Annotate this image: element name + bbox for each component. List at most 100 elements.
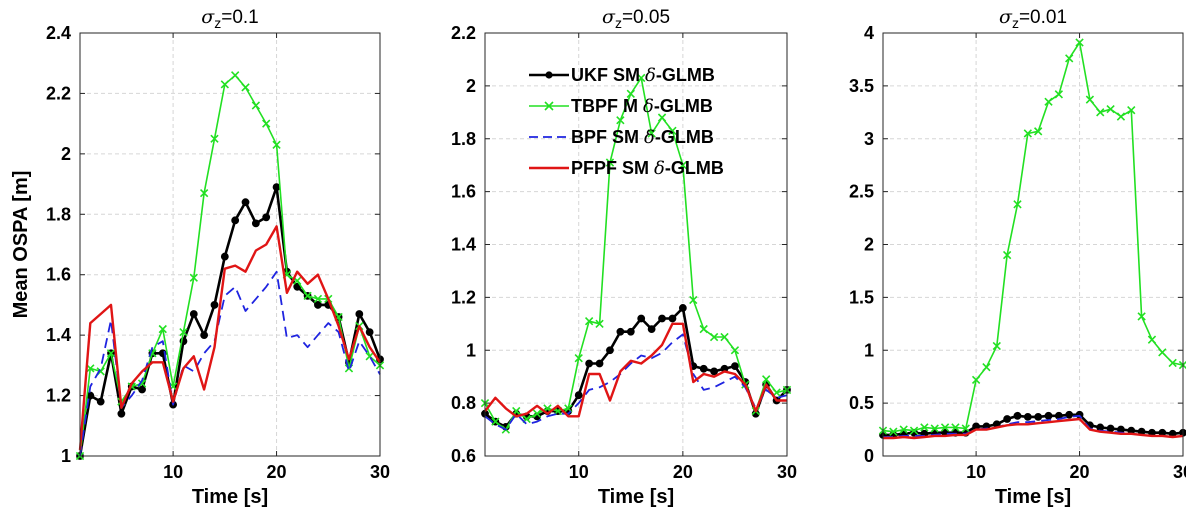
data-point-tbpf <box>647 129 656 138</box>
data-point-tbpf <box>720 332 729 342</box>
series-line-ukf <box>484 306 788 429</box>
y-tick-label: 1.5 <box>849 287 874 307</box>
data-point-ukf <box>262 213 271 222</box>
data-point-tbpf <box>637 73 646 83</box>
y-tick-label: 2.4 <box>46 23 71 43</box>
series-pfpf <box>484 322 787 418</box>
data-point-tbpf <box>241 83 250 92</box>
series-line-pfpf <box>883 417 1184 440</box>
x-tick-label: 20 <box>1070 462 1090 482</box>
y-axis-label: Mean OSPA [m] <box>10 171 32 319</box>
data-point-tbpf <box>1137 312 1146 321</box>
chart-panel-1: 10 20 30 1 1.2 1.4 1.6 1.8 2 2.2 2.4 σz=0.1 Time [s]… <box>10 6 390 508</box>
data-point-ukf <box>231 216 240 225</box>
data-point-ukf <box>1003 415 1012 423</box>
x-tick-label: 20 <box>673 462 693 482</box>
data-point-ukf <box>314 301 322 309</box>
data-point-tbpf <box>1127 106 1136 115</box>
data-point-tbpf <box>574 354 583 363</box>
data-point-ukf <box>1034 412 1043 421</box>
data-point-tbpf <box>313 294 323 304</box>
series-line-bpf <box>79 270 381 457</box>
data-point-ukf <box>616 327 625 336</box>
legend-item-tbpf: TBPF M δ-GLMB <box>529 96 713 117</box>
x-axis-label: Time [s] <box>192 486 268 508</box>
x-tick-label: 10 <box>966 462 986 482</box>
data-point-tbpf <box>106 349 116 358</box>
data-point-tbpf <box>1106 104 1115 114</box>
legend-marker-ukf <box>545 71 553 79</box>
series-line-ukf <box>78 185 382 457</box>
data-point-tbpf <box>1013 200 1022 209</box>
chart-panel-2: 10 20 30 0.6 0.8 1 1.2 1.4 1.6 1.8 2 2.2 σz=0.05 Time… <box>451 6 797 508</box>
data-point-tbpf <box>262 119 271 128</box>
data-point-tbpf <box>491 417 500 426</box>
series-bpf <box>79 270 381 457</box>
chart-title: σz=0.01 <box>999 6 1067 31</box>
data-point-tbpf <box>272 140 281 149</box>
data-point-ukf <box>251 219 260 228</box>
data-point-tbpf <box>699 324 708 334</box>
y-tick-label: 1.8 <box>46 204 71 224</box>
x-tick-label: 30 <box>1173 462 1186 482</box>
data-point-tbpf <box>1065 54 1074 63</box>
series-line-pfpf <box>78 225 381 451</box>
legend-label-bpf: BPF SM δ-GLMB <box>571 127 714 148</box>
legend: UKF SM δ-GLMB TBPF M δ-GLMB BPF SM δ-GLMB P… <box>529 65 724 179</box>
data-point-tbpf <box>668 126 677 135</box>
y-tick-label: 1.2 <box>451 287 476 307</box>
data-point-ukf <box>585 359 594 368</box>
data-point-ukf <box>241 198 250 207</box>
y-tick-label: 1.8 <box>451 129 476 149</box>
data-point-ukf <box>117 409 126 418</box>
data-point-ukf <box>1023 412 1032 421</box>
series-bpf <box>484 333 788 431</box>
data-point-ukf <box>626 327 635 336</box>
y-tick-label: 2.2 <box>46 83 71 103</box>
data-point-tbpf <box>158 324 167 334</box>
data-point-tbpf <box>199 188 209 198</box>
data-point-ukf <box>574 391 583 400</box>
y-tick-label: 3.5 <box>849 76 874 96</box>
data-point-tbpf <box>179 327 188 337</box>
x-tick-label: 10 <box>163 462 183 482</box>
data-point-tbpf <box>251 101 261 110</box>
data-point-ukf <box>699 364 708 373</box>
plot-frame <box>79 32 381 457</box>
data-point-ukf <box>606 346 614 355</box>
legend-item-pfpf: PFPF SM δ-GLMB <box>529 158 724 179</box>
data-point-ukf <box>658 314 666 323</box>
data-point-tbpf <box>961 424 970 433</box>
data-point-tbpf <box>1002 250 1012 260</box>
data-point-tbpf <box>1054 90 1064 99</box>
data-point-tbpf <box>689 295 698 305</box>
series-line-tbpf <box>882 41 1184 433</box>
data-point-tbpf <box>231 71 240 80</box>
data-point-tbpf <box>616 116 625 125</box>
data-point-tbpf <box>137 379 147 388</box>
data-point-ukf <box>1044 411 1053 420</box>
data-point-tbpf <box>626 89 635 98</box>
plot-frame <box>484 32 788 457</box>
data-point-ukf <box>365 328 374 337</box>
data-point-tbpf <box>210 134 219 143</box>
data-point-tbpf <box>951 423 960 432</box>
x-axis-label: Time [s] <box>995 486 1071 508</box>
data-point-tbpf <box>678 161 688 170</box>
data-point-ukf <box>595 359 604 368</box>
data-point-tbpf <box>595 319 604 328</box>
data-point-tbpf <box>971 375 981 385</box>
legend-label-pfpf: PFPF SM δ-GLMB <box>571 158 724 179</box>
data-point-tbpf <box>930 424 939 433</box>
series-tbpf <box>75 71 385 461</box>
y-tick-label: 0.5 <box>849 393 874 413</box>
data-point-tbpf <box>189 273 198 282</box>
y-tick-label: 2.2 <box>451 23 476 43</box>
legend-item-bpf: BPF SM δ-GLMB <box>529 127 714 148</box>
data-point-tbpf <box>1096 108 1105 117</box>
data-point-tbpf <box>303 291 312 301</box>
data-point-tbpf <box>730 346 740 355</box>
series-line-bpf <box>484 333 788 431</box>
data-point-tbpf <box>1168 358 1177 368</box>
x-tick-label: 20 <box>267 462 287 482</box>
